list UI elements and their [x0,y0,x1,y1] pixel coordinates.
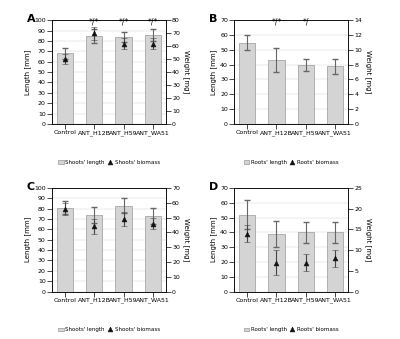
Y-axis label: Weight [mg]: Weight [mg] [365,218,372,261]
Y-axis label: Length [mm]: Length [mm] [24,49,31,95]
Y-axis label: Weight [mg]: Weight [mg] [365,51,372,94]
Text: D: D [209,182,218,192]
Legend: Shoots' length, Shoots' biomass: Shoots' length, Shoots' biomass [58,327,160,333]
Text: C: C [27,182,35,192]
Bar [239,42,255,124]
Bar [57,54,73,124]
Bar [327,66,343,124]
Y-axis label: Weight [mg]: Weight [mg] [183,51,190,94]
Text: B: B [209,14,218,24]
Bar [57,208,73,292]
Text: A: A [27,14,36,24]
Bar [116,37,132,124]
Bar [268,60,284,124]
Text: */*: */* [271,18,282,26]
Bar [86,36,102,124]
Y-axis label: Weight [mg]: Weight [mg] [183,218,190,261]
Bar [298,233,314,292]
Legend: Roots' length, Roots' biomass: Roots' length, Roots' biomass [244,327,338,333]
Bar [145,216,161,292]
Text: */*: */* [89,18,100,26]
Bar [298,65,314,124]
Bar [86,215,102,292]
Bar [239,215,255,292]
Bar [116,206,132,292]
Y-axis label: Length [mm]: Length [mm] [210,217,217,262]
Bar [327,233,343,292]
Legend: Shoots' length, Shoots' biomass: Shoots' length, Shoots' biomass [58,160,160,165]
Text: */*: */* [148,18,158,26]
Text: */: */ [302,18,309,26]
Legend: Roots' length, Roots' biomass: Roots' length, Roots' biomass [244,160,338,165]
Bar [268,234,284,292]
Y-axis label: Length [mm]: Length [mm] [24,217,31,262]
Text: */*: */* [118,18,129,26]
Bar [145,35,161,124]
Y-axis label: Length [mm]: Length [mm] [210,49,217,95]
